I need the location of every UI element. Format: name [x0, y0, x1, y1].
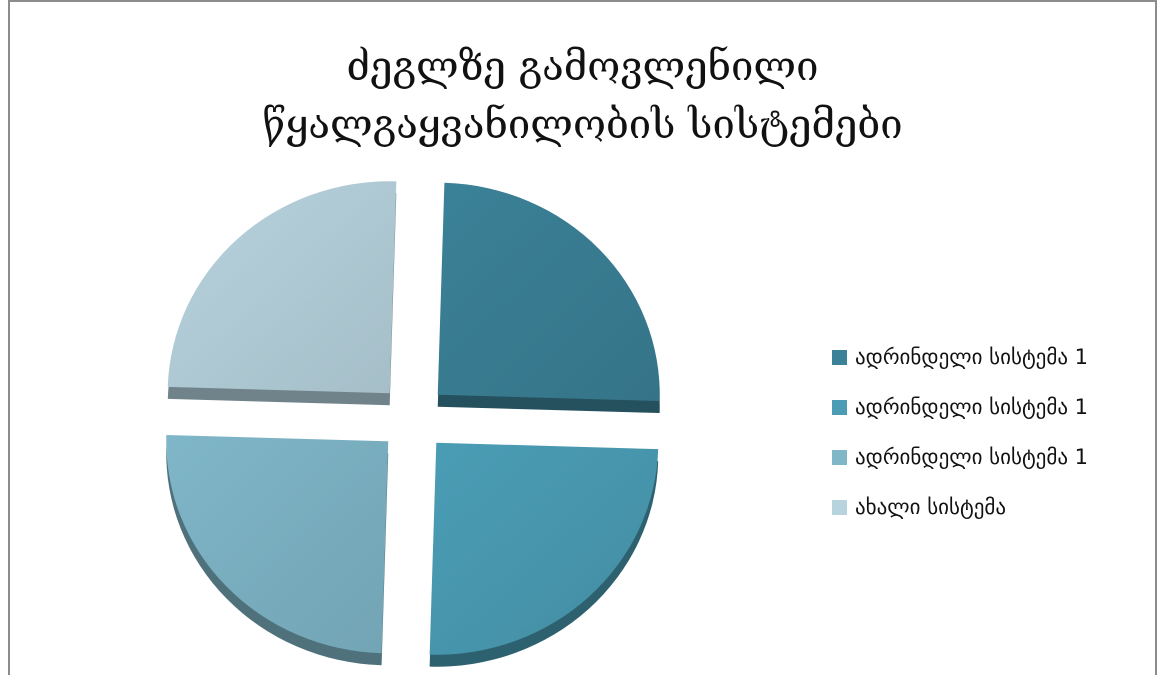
legend-swatch — [832, 399, 847, 415]
legend-entry: ადრინდელი სისტემა 1 — [832, 382, 1088, 432]
legend-swatch — [832, 449, 847, 465]
legend-swatch — [832, 499, 847, 515]
legend-entry: ახალი სისტემა — [832, 482, 1088, 532]
legend-label: ახალი სისტემა — [855, 495, 1007, 519]
pie-slice — [167, 181, 397, 394]
legend-label: ადრინდელი სისტემა 1 — [855, 395, 1089, 419]
chart-title: ძეგლზე გამოვლენილი წყალგაყვანილობის სისტ… — [0, 38, 1165, 154]
legend-entry: ადრინდელი სისტემა 1 — [832, 332, 1088, 382]
chart-title-line-2: წყალგაყვანილობის სისტემები — [262, 102, 903, 148]
pie-slice — [429, 442, 659, 655]
chart-title-line-1: ძეგლზე გამოვლენილი — [346, 44, 819, 90]
chart-legend: ადრინდელი სისტემა 1 ადრინდელი სისტემა 1 … — [832, 332, 1088, 532]
legend-label: ადრინდელი სისტემა 1 — [855, 345, 1089, 369]
pie-slice — [166, 434, 389, 654]
legend-swatch — [832, 349, 847, 365]
legend-entry: ადრინდელი სისტემა 1 — [832, 432, 1088, 482]
legend-label: ადრინდელი სისტემა 1 — [855, 445, 1089, 469]
pie-slice — [437, 182, 660, 402]
